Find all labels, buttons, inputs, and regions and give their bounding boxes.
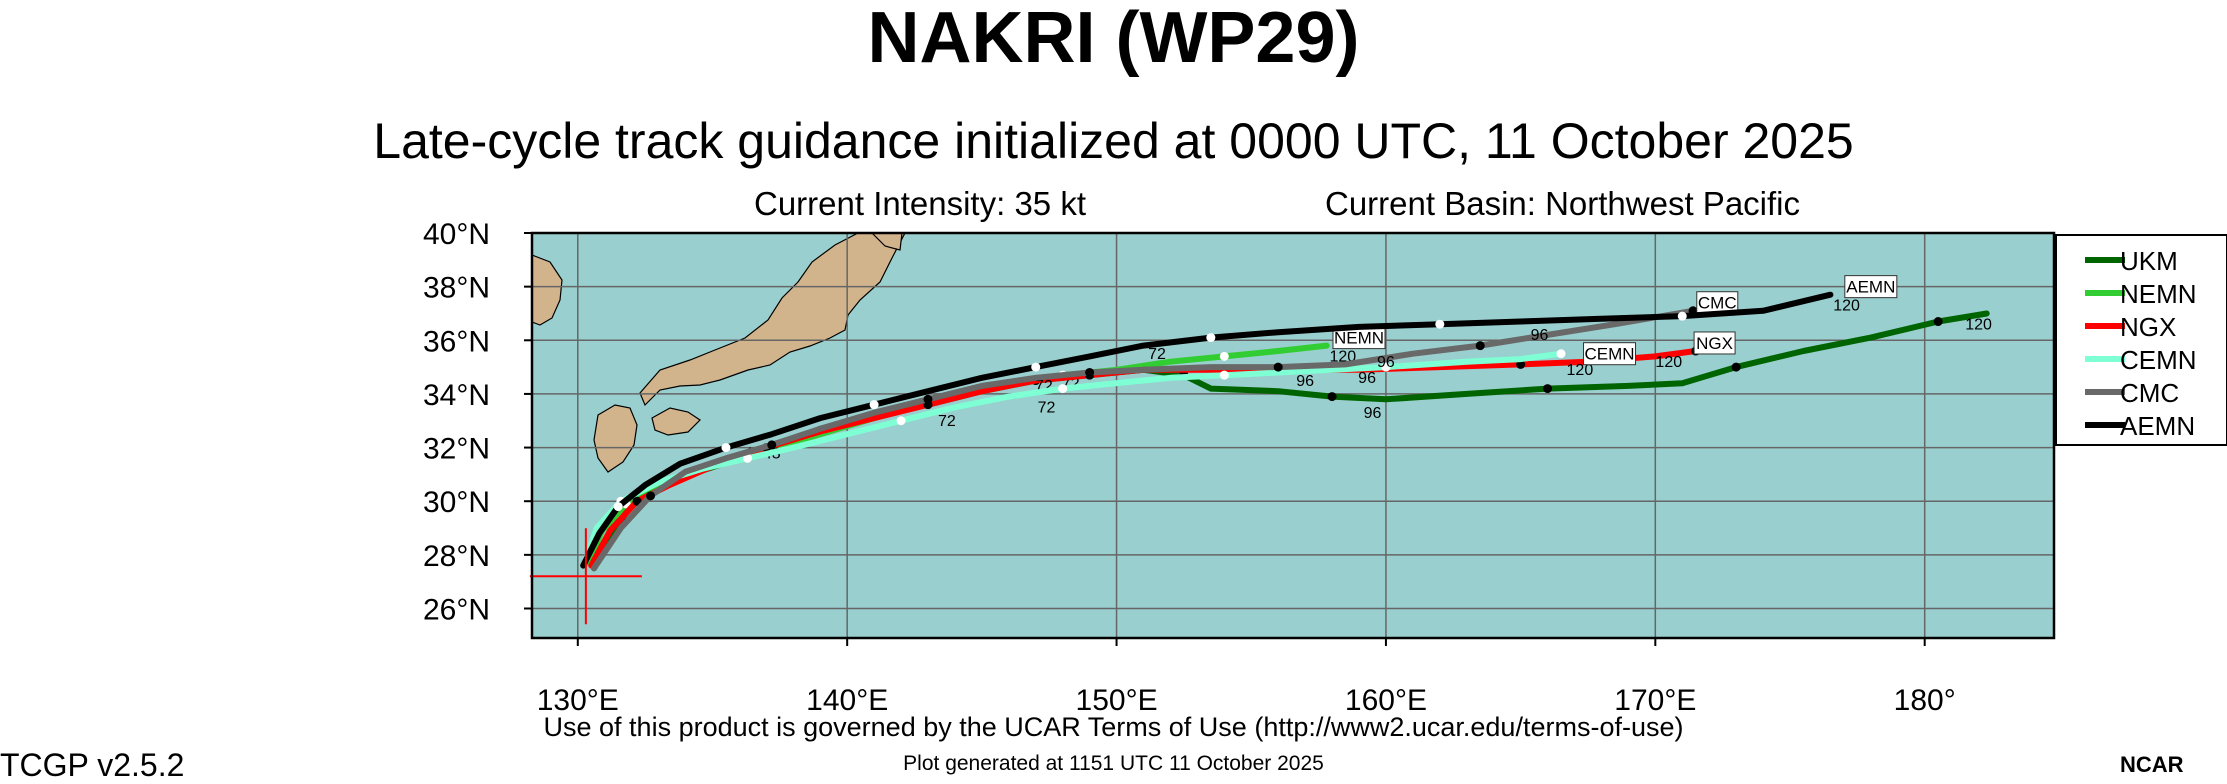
legend-label-cmc: CMC (2120, 378, 2179, 408)
forecast-hour-label: 96 (1364, 405, 1382, 422)
land-hokkaido-tip (871, 233, 903, 251)
tick-label-lon: 180° (1894, 684, 1956, 717)
current-basin: Current Basin: Northwest Pacific (1325, 185, 1801, 222)
tick-label-lat: 26°N (423, 593, 490, 626)
track-end-label-box (1844, 275, 1898, 299)
track-point (1327, 392, 1337, 402)
forecast-hour-label: 120 (1965, 317, 1992, 334)
track-point (1677, 311, 1687, 321)
tick-label-lat: 38°N (423, 272, 490, 305)
tick-label-lat: 28°N (423, 540, 490, 573)
current-position (529, 528, 642, 625)
track-point (1933, 317, 1943, 327)
current-intensity: Current Intensity: 35 kt (754, 185, 1086, 222)
track-point (646, 491, 656, 501)
tick-label-lat: 36°N (423, 325, 490, 358)
tick-label-lon: 150°E (1076, 684, 1158, 717)
forecast-hour-label: 96 (1358, 370, 1376, 387)
guidance-subtitle: Late-cycle track guidance initialized at… (373, 113, 1854, 169)
legend-label-ukm: UKM (2120, 246, 2178, 276)
terms-of-use: Use of this product is governed by the U… (543, 712, 1684, 742)
forecast-hour-label: 96 (1377, 354, 1395, 371)
tick-label-lon: 170°E (1614, 684, 1696, 717)
tick-label-lon: 130°E (537, 684, 619, 717)
forecast-hour-label: 120 (1567, 362, 1594, 379)
forecast-hour-label: 96 (1296, 373, 1314, 390)
track-point (923, 394, 933, 404)
legend-label-nemn: NEMN (2120, 279, 2197, 309)
track-end-label: NGX (1696, 334, 1733, 353)
track-end-label: AEMN (1846, 278, 1895, 297)
forecast-hour-label: 120 (1655, 354, 1682, 371)
track-point (1219, 370, 1229, 380)
track-end-label: NEMN (1334, 329, 1384, 348)
track-end-label-box (1583, 342, 1637, 366)
track-point (1543, 384, 1553, 394)
ncar-logo: NCAR (2120, 752, 2184, 777)
axis-ticks: 130°E 140°E 150°E 160°E 170°E 180° 26°N 28°N 30°… (423, 218, 1956, 717)
track-end-label: CEMN (1584, 345, 1634, 364)
track-point (1731, 362, 1741, 372)
track-point (1273, 362, 1283, 372)
track-point (1085, 367, 1095, 377)
forecast-hour-label: 120 (1833, 298, 1860, 315)
forecast-hour-label: 72 (1148, 346, 1166, 363)
track-point (869, 400, 879, 410)
track-point (743, 453, 753, 463)
track-point (1206, 333, 1216, 343)
legend-label-ngx: NGX (2120, 312, 2176, 342)
tick-label-lon: 160°E (1345, 684, 1427, 717)
forecast-hour-label: 96 (1531, 327, 1549, 344)
track-point (1475, 341, 1485, 351)
legend-label-cemn: CEMN (2120, 345, 2197, 375)
track-point (1556, 349, 1566, 359)
tick-label-lat: 30°N (423, 486, 490, 519)
track-point (632, 496, 642, 506)
generated-timestamp: Plot generated at 1151 UTC 11 October 20… (903, 752, 1324, 775)
land-group (532, 233, 906, 473)
land-shikoku (651, 407, 701, 436)
land-korea (532, 254, 563, 326)
tick-label-lon: 140°E (806, 684, 888, 717)
forecast-hour-label: 72 (1038, 400, 1056, 417)
tick-label-lat: 34°N (423, 379, 490, 412)
track-point (896, 416, 906, 426)
forecast-hour-label: 72 (938, 413, 956, 430)
track-point (1058, 384, 1068, 394)
legend-label-aemn: AEMN (2120, 411, 2195, 441)
track-point (1435, 319, 1445, 329)
legend-box (2055, 234, 2227, 446)
track-point (1219, 351, 1229, 361)
tick-label-lat: 32°N (423, 433, 490, 466)
track-point (767, 440, 777, 450)
version-label: TCGP v2.5.2 (0, 747, 185, 783)
tick-label-lat: 40°N (423, 218, 490, 251)
map-frame (530, 231, 2056, 640)
track-end-label-box (1693, 331, 1736, 355)
track-point (1031, 362, 1041, 372)
storm-title: NAKRI (WP29) (867, 0, 1360, 78)
track-end-label: CMC (1698, 294, 1737, 313)
land-kyushu (593, 404, 638, 473)
track-cmc (591, 307, 1696, 572)
track-point (1381, 362, 1391, 372)
track-point (613, 502, 623, 512)
track-point (721, 443, 731, 453)
